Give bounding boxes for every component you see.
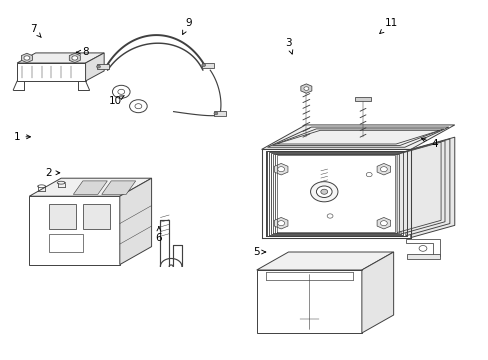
Polygon shape [17,63,85,81]
Circle shape [366,172,371,177]
Polygon shape [400,141,444,234]
Text: 8: 8 [76,47,89,57]
Circle shape [72,56,78,60]
Polygon shape [73,181,107,194]
Circle shape [320,189,327,194]
Text: 11: 11 [379,18,397,33]
Text: 9: 9 [183,18,191,35]
Polygon shape [271,153,400,234]
Circle shape [129,100,147,113]
Polygon shape [85,53,104,81]
Polygon shape [405,239,439,256]
Polygon shape [396,142,440,233]
Circle shape [316,186,331,198]
Polygon shape [69,53,80,63]
Polygon shape [29,196,120,265]
Circle shape [24,56,30,60]
Polygon shape [274,217,287,229]
Bar [213,111,225,116]
Circle shape [135,104,142,109]
Text: 2: 2 [45,168,60,178]
Polygon shape [376,217,390,229]
Bar [49,234,83,252]
Circle shape [380,221,386,226]
Polygon shape [354,97,370,101]
Circle shape [214,112,217,115]
Polygon shape [275,154,396,233]
Polygon shape [29,178,151,196]
Circle shape [96,65,101,68]
Circle shape [118,89,124,94]
Polygon shape [256,270,361,333]
Text: 1: 1 [14,132,30,142]
Text: 3: 3 [285,38,292,54]
Polygon shape [256,252,393,270]
Polygon shape [120,178,151,265]
Text: 4: 4 [421,138,438,149]
Polygon shape [266,151,405,236]
Polygon shape [274,163,287,175]
Circle shape [112,85,130,98]
Circle shape [277,167,284,172]
Polygon shape [361,252,393,333]
Polygon shape [267,127,448,147]
Text: 7: 7 [30,24,41,37]
Polygon shape [272,129,443,145]
Polygon shape [102,181,136,194]
Polygon shape [17,53,104,63]
Polygon shape [376,163,390,175]
Circle shape [380,167,386,172]
Bar [83,204,110,229]
Bar [201,63,214,68]
Circle shape [310,182,337,202]
Circle shape [418,246,426,251]
Circle shape [277,221,284,226]
Polygon shape [410,137,454,238]
Polygon shape [261,125,454,149]
Polygon shape [276,130,439,144]
Circle shape [326,214,332,218]
Polygon shape [405,139,449,236]
Polygon shape [261,149,410,238]
Text: 5: 5 [253,247,265,257]
Polygon shape [21,53,32,63]
Text: 6: 6 [155,227,162,243]
Circle shape [304,87,308,90]
Circle shape [201,64,205,67]
Text: 10: 10 [108,96,124,106]
Polygon shape [406,254,439,259]
Polygon shape [300,84,311,93]
Bar [49,204,76,229]
Bar [96,64,108,69]
